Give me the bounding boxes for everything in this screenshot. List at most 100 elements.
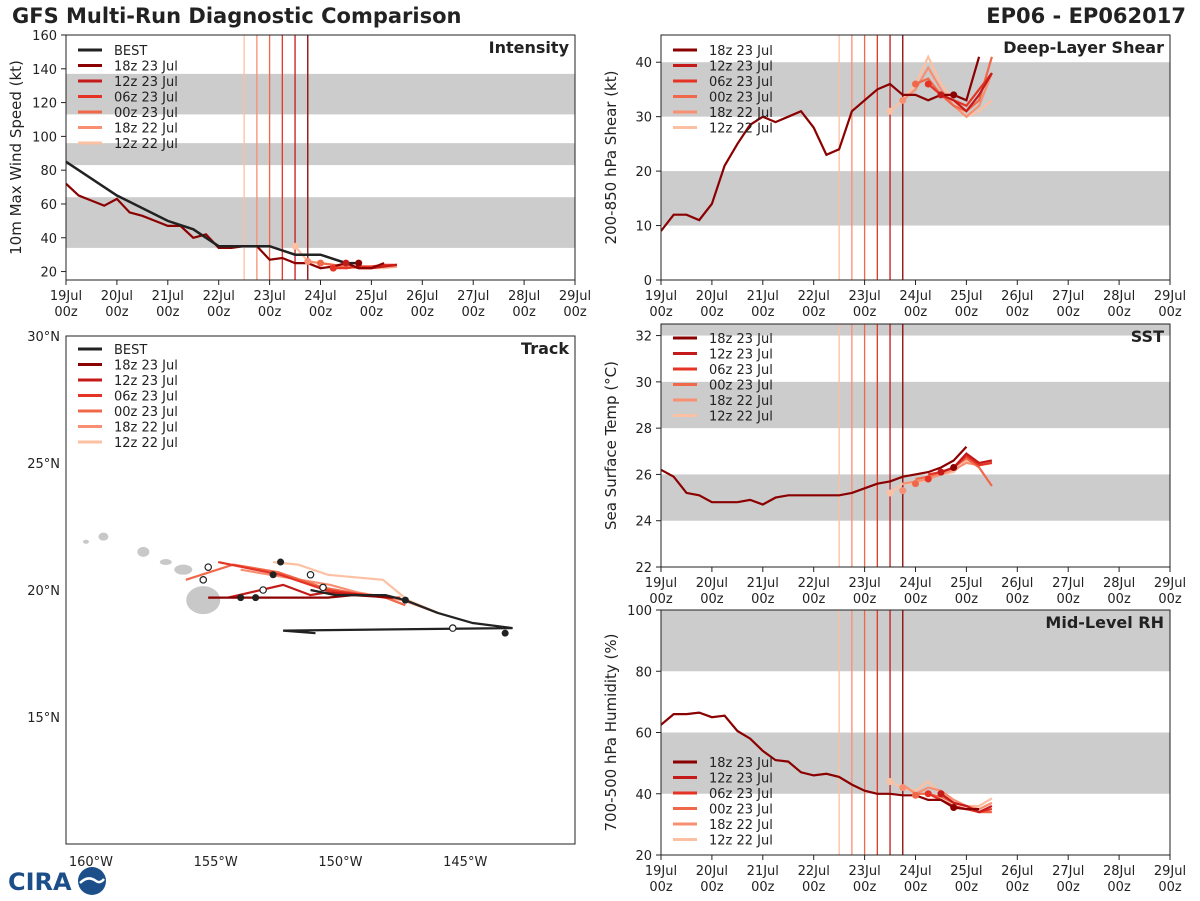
intensity-ytick-label: 20 [40, 266, 57, 281]
shear-xtick-sublabel: 00z [955, 305, 979, 320]
sst-xtick-sublabel: 00z [853, 592, 877, 607]
shear-marker-12z-22-Jul [886, 107, 894, 115]
rh-marker-12z-23-Jul [937, 790, 945, 798]
intensity-band-1 [66, 143, 575, 166]
shear-ytick-label: 10 [635, 220, 652, 235]
shear-xtick-label: 22Jul [798, 289, 830, 304]
shear-xtick-sublabel: 00z [751, 305, 775, 320]
rh-ytick-label: 80 [635, 665, 652, 680]
island-5 [82, 539, 89, 544]
shear-xtick-label: 20Jul [696, 289, 728, 304]
rh-xtick-sublabel: 00z [802, 880, 826, 895]
rh-xtick-label: 23Jul [848, 864, 880, 879]
rh-xtick-label: 24Jul [899, 864, 931, 879]
intensity-marker-18z-23-Jul [355, 259, 363, 267]
shear-xtick-sublabel: 00z [853, 305, 877, 320]
shear-xtick-sublabel: 00z [1158, 305, 1182, 320]
intensity-xtick-label: 25Jul [355, 289, 387, 304]
intensity-marker-06z-23-Jul [329, 264, 337, 272]
intensity-ytick-label: 160 [32, 29, 57, 44]
sst-ytick-label: 28 [635, 422, 652, 437]
rh-xtick-label: 25Jul [950, 864, 982, 879]
track-legend-label: 00z 23 Jul [114, 405, 178, 420]
rh-marker-18z-23-Jul [950, 804, 958, 812]
track-legend-label: BEST [114, 343, 147, 358]
shear-xtick-sublabel: 00z [1107, 305, 1131, 320]
shear-legend-label: 12z 23 Jul [709, 60, 773, 75]
intensity-ytick-label: 60 [40, 198, 57, 213]
logo-swirl [79, 877, 105, 884]
intensity-legend-label: BEST [114, 44, 147, 59]
sst-series-18z-23-Jul [661, 445, 968, 506]
rh-xtick-sublabel: 00z [955, 880, 979, 895]
rh-marker-00z-23-Jul [912, 791, 919, 799]
track-marker-filled [401, 596, 409, 604]
sst-legend-label: 18z 22 Jul [709, 394, 773, 409]
rh-legend-label: 06z 23 Jul [709, 787, 773, 802]
rh-ytick-label: 60 [635, 727, 652, 742]
sst-marker-00z-23-Jul [912, 480, 919, 488]
track-legend-label: 12z 22 Jul [114, 436, 178, 451]
sst-legend-label: 06z 23 Jul [709, 363, 773, 378]
page-title: GFS Multi-Run Diagnostic Comparison [12, 4, 462, 28]
intensity-marker-00z-23-Jul [317, 259, 324, 267]
shear-ylabel: 200-850 hPa Shear (kt) [602, 71, 620, 245]
track-frame [65, 335, 576, 845]
sst-xtick-label: 25Jul [950, 576, 982, 591]
track-xtick-label: 145°W [443, 855, 487, 870]
storm-id: EP06 - EP062017 [986, 4, 1186, 28]
rh-xtick-sublabel: 00z [1107, 880, 1131, 895]
shear-legend-label: 06z 23 Jul [709, 75, 773, 90]
track-ytick-label: 15°N [27, 711, 60, 726]
track-marker-open [259, 586, 267, 594]
sst-xtick-sublabel: 00z [649, 592, 673, 607]
rh-legend-label: 18z 23 Jul [709, 756, 773, 771]
intensity-xtick-label: 21Jul [152, 289, 184, 304]
rh-xtick-sublabel: 00z [700, 880, 724, 895]
rh-ytick-label: 100 [627, 604, 652, 619]
intensity-marker-18z-22-Jul [304, 257, 312, 265]
rh-xtick-sublabel: 00z [649, 880, 673, 895]
intensity-legend-label: 00z 23 Jul [114, 106, 178, 121]
intensity-xtick-label: 29Jul [559, 289, 591, 304]
track-marker-open [306, 570, 315, 579]
sst-ytick-label: 24 [635, 515, 652, 530]
intensity-xtick-label: 22Jul [203, 289, 235, 304]
island-2 [159, 559, 172, 566]
shear-xtick-label: 24Jul [899, 289, 931, 304]
cira-logo: CIRA [4, 865, 108, 897]
shear-marker-18z-22-Jul [899, 96, 907, 104]
sst-marker-12z-22-Jul [886, 489, 894, 497]
shear-legend-label: 18z 22 Jul [709, 106, 773, 121]
intensity-legend-label: 12z 22 Jul [114, 137, 178, 152]
intensity-xtick-sublabel: 00z [258, 305, 282, 320]
rh-series-18z-23-Jul [661, 711, 980, 811]
sst-marker-18z-22-Jul [899, 487, 907, 495]
track-marker-filled [252, 594, 260, 602]
shear-legend-label: 18z 23 Jul [709, 44, 773, 59]
shear-ytick-label: 0 [644, 274, 652, 289]
intensity-xtick-sublabel: 00z [156, 305, 180, 320]
intensity-band-2 [66, 73, 575, 115]
rh-xtick-sublabel: 00z [904, 880, 928, 895]
intensity-series-BEST [66, 160, 359, 265]
sst-band-2 [661, 324, 1170, 336]
rh-xtick-sublabel: 00z [1006, 880, 1030, 895]
intensity-legend-label: 18z 22 Jul [114, 122, 178, 137]
shear-xtick-sublabel: 00z [1006, 305, 1030, 320]
rh-xtick-label: 29Jul [1154, 864, 1186, 879]
track-marker-filled [277, 558, 285, 566]
sst-xtick-label: 28Jul [1103, 576, 1135, 591]
shear-legend-label: 12z 22 Jul [709, 122, 773, 137]
shear-xtick-label: 21Jul [747, 289, 779, 304]
sst-legend-label: 12z 23 Jul [709, 348, 773, 363]
track-legend-label: 12z 23 Jul [114, 374, 178, 389]
rh-xtick-label: 22Jul [798, 864, 830, 879]
sst-xtick-sublabel: 00z [700, 592, 724, 607]
shear-series-18z-23-Jul [661, 56, 981, 232]
track-marker-open [319, 583, 327, 592]
track-series-12z-22-Jul [272, 561, 439, 614]
rh-xtick-label: 27Jul [1052, 864, 1084, 879]
rh-xtick-sublabel: 00z [853, 880, 877, 895]
sst-legend-label: 18z 23 Jul [709, 332, 773, 347]
